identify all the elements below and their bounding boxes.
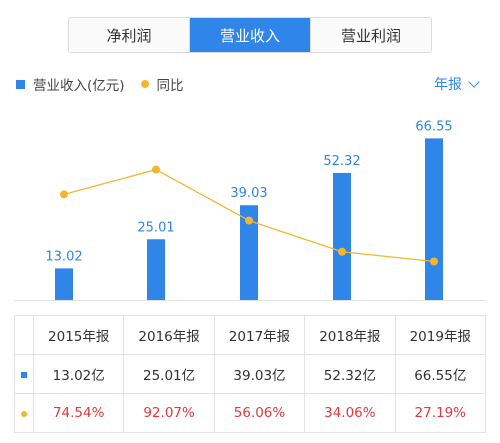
table-header-row: 2015年报 2016年报 2017年报 2018年报 2019年报: [14, 315, 487, 355]
legend-yoy-label: 同比: [156, 78, 184, 94]
revenue-bar: [425, 138, 443, 300]
yoy-point: [60, 190, 68, 199]
table-header-cell: 2019年报: [394, 315, 487, 355]
table-cell: 25.01亿: [123, 354, 215, 394]
period-dropdown[interactable]: 年报: [434, 74, 480, 94]
yoy-point: [338, 247, 346, 256]
tab-net-profit[interactable]: 净利润: [69, 18, 190, 52]
data-table: 2015年报 2016年报 2017年报 2018年报 2019年报 13.02…: [14, 315, 487, 433]
yoy-point: [245, 216, 253, 225]
table-cell: 13.02亿: [32, 354, 125, 394]
bar-data-label: 66.55: [415, 119, 452, 134]
table-cell: 92.07%: [123, 393, 215, 433]
table-header-cell: 2018年报: [304, 315, 396, 355]
chevron-down-icon: [468, 75, 480, 88]
table-cell: 74.54%: [32, 393, 125, 433]
revenue-bar: [240, 205, 258, 300]
bar-marker-icon: [21, 372, 27, 378]
chart-legend: 营业收入(亿元) 同比: [16, 74, 184, 94]
table-cell: 66.55亿: [394, 354, 487, 394]
revenue-bar: [147, 239, 165, 300]
tab-operating-profit[interactable]: 营业利润: [311, 18, 431, 52]
table-header-cell: 2015年报: [32, 315, 125, 355]
line-legend-dot-icon: [140, 80, 149, 88]
yoy-point: [430, 257, 438, 266]
bar-data-label: 25.01: [137, 220, 174, 235]
table-cell: 52.32亿: [304, 354, 396, 394]
revenue-bar: [55, 268, 73, 300]
bar-data-label: 13.02: [45, 249, 82, 264]
revenue-chart: 13.02 25.01 39.03 52.32 66.55: [14, 119, 486, 301]
yoy-point: [152, 165, 160, 174]
table-cell: 34.06%: [304, 393, 396, 433]
revenue-bar: [333, 172, 351, 300]
period-dropdown-value: 年报: [434, 77, 462, 93]
tab-revenue[interactable]: 营业收入: [190, 18, 311, 52]
bar-data-label: 39.03: [230, 186, 267, 201]
bar-data-label: 52.32: [323, 154, 360, 169]
table-cell: 39.03亿: [213, 354, 306, 394]
table-cell: 27.19%: [394, 393, 487, 433]
table-row-revenue: 13.02亿 25.01亿 39.03亿 52.32亿 66.55亿: [14, 354, 487, 394]
table-header-cell: 2016年报: [123, 315, 215, 355]
table-header-cell: 2017年报: [213, 315, 306, 355]
table-row-yoy: 74.54% 92.07% 56.06% 34.06% 27.19%: [14, 393, 487, 433]
line-marker-icon: [21, 411, 27, 417]
metric-tabs: 净利润 营业收入 营业利润: [68, 17, 432, 53]
legend-revenue-label: 营业收入(亿元): [33, 78, 125, 94]
bar-legend-swatch-icon: [16, 79, 25, 89]
table-cell: 56.06%: [213, 393, 306, 433]
